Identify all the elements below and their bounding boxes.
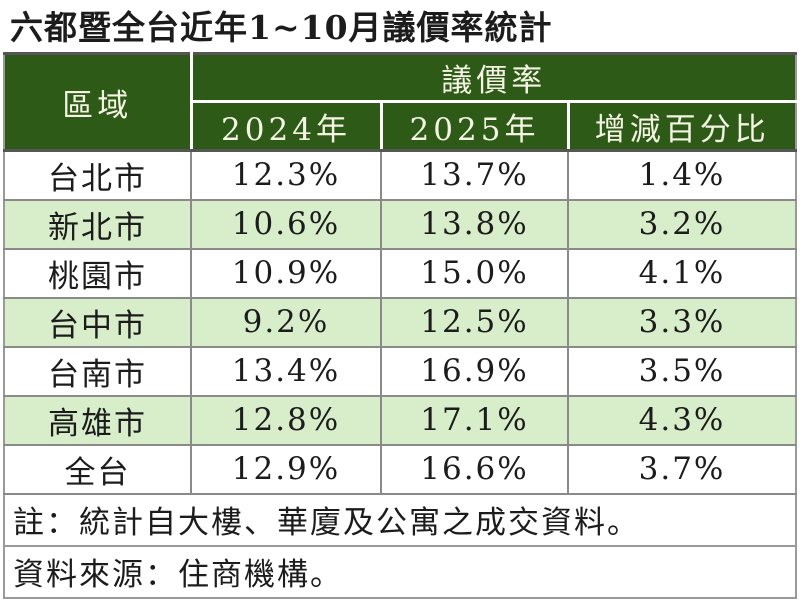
header-change: 增減百分比	[566, 101, 798, 152]
value-cell: 12.5%	[380, 296, 569, 348]
value-cell: 15.0%	[380, 247, 569, 299]
header-rate-group: 議價率	[189, 52, 798, 103]
table-header: 區域 議價率 2024年 2025年 增減百分比	[3, 52, 798, 152]
value-cell: 17.1%	[380, 394, 569, 446]
table-row: 台北市 12.3% 13.7% 1.4%	[3, 149, 798, 201]
region-cell: 台中市	[3, 296, 192, 348]
value-cell: 3.5%	[566, 345, 798, 397]
table-row: 桃園市 10.9% 15.0% 4.1%	[3, 247, 798, 299]
value-cell: 10.6%	[190, 198, 382, 250]
region-cell: 台北市	[3, 149, 192, 201]
table-row: 全台 12.9% 16.6% 3.7%	[3, 443, 798, 495]
region-cell: 高雄市	[3, 394, 192, 446]
region-cell: 全台	[3, 443, 192, 495]
value-cell: 3.3%	[566, 296, 798, 348]
table-row: 高雄市 12.8% 17.1% 4.3%	[3, 394, 798, 446]
value-cell: 3.2%	[566, 198, 798, 250]
value-cell: 13.7%	[380, 149, 569, 201]
header-region: 區域	[3, 52, 193, 152]
page-title: 六都暨全台近年1~10月議價率統計	[10, 8, 553, 47]
table-footer: 註：統計自大樓、華廈及公寓之成交資料。 資料來源：住商機構。	[2, 493, 798, 599]
value-cell: 12.3%	[190, 149, 382, 201]
header-2024: 2024年	[189, 101, 383, 152]
table-body: 台北市 12.3% 13.7% 1.4% 新北市 10.6% 13.8% 3.2% 桃園市 10.…	[3, 149, 798, 495]
value-cell: 16.9%	[380, 345, 569, 397]
value-cell: 3.7%	[566, 443, 798, 495]
value-cell: 9.2%	[190, 296, 382, 348]
header-2025: 2025年	[379, 101, 570, 152]
value-cell: 1.4%	[566, 149, 798, 201]
value-cell: 12.9%	[190, 443, 382, 495]
value-cell: 4.1%	[566, 247, 798, 299]
value-cell: 10.9%	[190, 247, 382, 299]
table-row: 台中市 9.2% 12.5% 3.3%	[3, 296, 798, 348]
value-cell: 13.4%	[190, 345, 382, 397]
stats-table: 區域 議價率 2024年 2025年 增減百分比 台北市 12.3% 13.7% 1.…	[2, 52, 798, 599]
value-cell: 16.6%	[380, 443, 569, 495]
value-cell: 12.8%	[190, 394, 382, 446]
region-cell: 桃園市	[3, 247, 192, 299]
value-cell: 13.8%	[380, 198, 569, 250]
region-cell: 新北市	[3, 198, 192, 250]
note-text: 註：統計自大樓、華廈及公寓之成交資料。	[2, 493, 798, 547]
table-row: 台南市 13.4% 16.9% 3.5%	[3, 345, 798, 397]
region-cell: 台南市	[3, 345, 192, 397]
table-row: 新北市 10.6% 13.8% 3.2%	[3, 198, 798, 250]
value-cell: 4.3%	[566, 394, 798, 446]
source-text: 資料來源：住商機構。	[2, 545, 798, 599]
